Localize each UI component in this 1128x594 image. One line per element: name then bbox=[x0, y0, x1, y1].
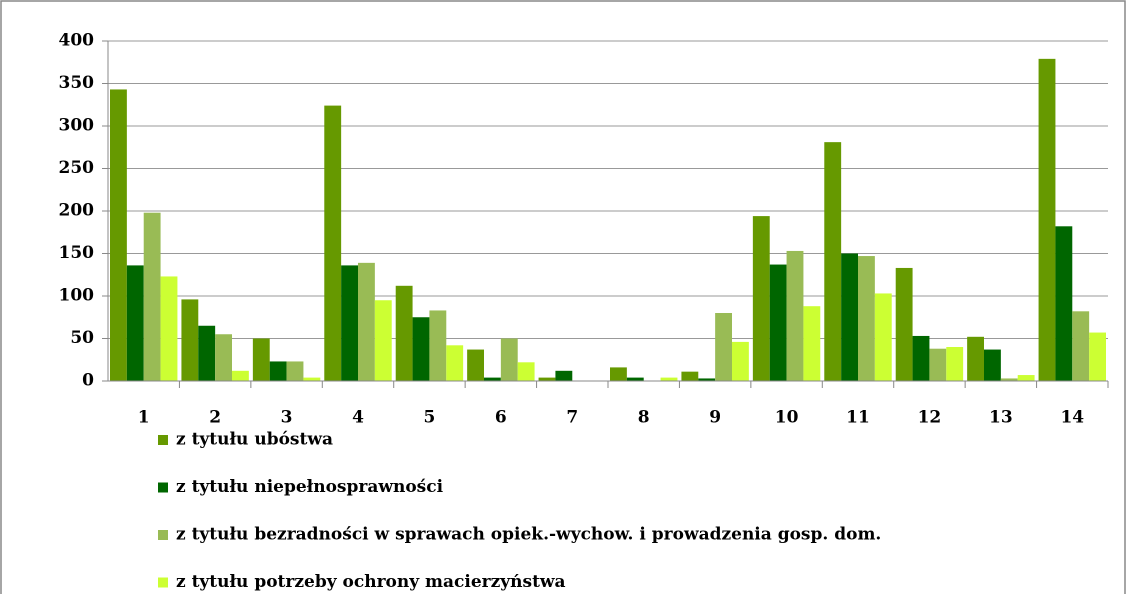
bar bbox=[1072, 311, 1090, 381]
bar bbox=[395, 285, 413, 381]
bar bbox=[769, 264, 787, 381]
y-tick-label: 50 bbox=[70, 328, 94, 348]
bar bbox=[181, 299, 199, 381]
bar bbox=[429, 310, 447, 381]
legend-swatch bbox=[158, 577, 168, 588]
x-tick-label: 9 bbox=[709, 408, 721, 428]
y-tick-label: 100 bbox=[59, 286, 95, 306]
bar bbox=[786, 250, 804, 381]
bar bbox=[286, 361, 304, 381]
y-tick-label: 150 bbox=[59, 243, 95, 263]
bar bbox=[324, 105, 342, 381]
legend-swatch bbox=[158, 530, 168, 540]
bar bbox=[484, 377, 501, 381]
bar bbox=[874, 293, 892, 381]
bar bbox=[967, 336, 984, 381]
legend-swatch bbox=[158, 482, 168, 493]
bar bbox=[198, 325, 216, 381]
legend-label: z tytułu bezradności w sprawach opiek.-w… bbox=[176, 525, 881, 545]
bar bbox=[252, 338, 270, 381]
bar bbox=[715, 313, 732, 381]
bar bbox=[681, 371, 699, 381]
x-tick-label: 11 bbox=[846, 408, 870, 428]
bar bbox=[752, 216, 770, 381]
bar bbox=[341, 265, 358, 381]
bar bbox=[946, 347, 964, 381]
x-tick-label: 8 bbox=[638, 408, 650, 428]
bar bbox=[895, 267, 913, 381]
bar bbox=[803, 306, 821, 381]
bar bbox=[303, 377, 321, 381]
bar bbox=[929, 348, 947, 381]
bar bbox=[467, 349, 484, 381]
bar bbox=[500, 338, 518, 381]
x-tick-label: 7 bbox=[566, 408, 578, 428]
x-tick-label: 4 bbox=[352, 408, 364, 428]
x-tick-label: 14 bbox=[1060, 408, 1084, 428]
x-tick-label: 12 bbox=[918, 408, 942, 428]
bar bbox=[110, 89, 127, 381]
x-tick-label: 13 bbox=[989, 408, 1013, 428]
x-tick-label: 2 bbox=[209, 408, 221, 428]
legend-label: z tytułu ubóstwa bbox=[176, 430, 333, 450]
bar bbox=[517, 362, 535, 381]
bar bbox=[538, 377, 556, 381]
bar bbox=[215, 334, 232, 381]
y-tick-label: 400 bbox=[59, 31, 95, 51]
bar bbox=[610, 367, 627, 381]
legend-label: z tytułu niepełnosprawności bbox=[176, 477, 444, 497]
bar bbox=[1055, 226, 1073, 381]
bar bbox=[732, 341, 749, 381]
bar bbox=[858, 256, 875, 381]
x-tick-label: 1 bbox=[138, 408, 150, 428]
bar bbox=[1038, 58, 1056, 381]
bar bbox=[841, 253, 858, 381]
bar bbox=[1000, 378, 1018, 381]
bar bbox=[143, 212, 161, 381]
bar bbox=[374, 300, 392, 381]
bar bbox=[660, 377, 678, 381]
bar bbox=[160, 276, 178, 381]
bar bbox=[1089, 332, 1106, 381]
bar bbox=[912, 335, 930, 381]
y-tick-label: 250 bbox=[59, 158, 95, 178]
legend-swatch bbox=[158, 435, 168, 445]
legend-label: z tytułu potrzeby ochrony macierzyństwa bbox=[176, 572, 566, 592]
bar bbox=[555, 370, 573, 381]
y-tick-label: 300 bbox=[59, 116, 95, 136]
x-tick-label: 3 bbox=[281, 408, 293, 428]
bar bbox=[126, 265, 144, 381]
bar bbox=[358, 262, 375, 381]
y-tick-label: 350 bbox=[59, 73, 95, 93]
bar bbox=[412, 317, 430, 381]
y-tick-label: 0 bbox=[82, 371, 94, 391]
bar bbox=[1017, 375, 1035, 381]
y-tick-label: 200 bbox=[59, 201, 95, 221]
bar bbox=[446, 345, 464, 381]
bar bbox=[232, 370, 249, 381]
x-tick-label: 6 bbox=[495, 408, 507, 428]
bar bbox=[824, 142, 842, 381]
bar bbox=[626, 377, 644, 381]
x-tick-label: 10 bbox=[775, 408, 799, 428]
bar bbox=[984, 349, 1001, 381]
bar bbox=[698, 378, 716, 381]
bar bbox=[269, 361, 287, 381]
x-tick-label: 5 bbox=[424, 408, 436, 428]
